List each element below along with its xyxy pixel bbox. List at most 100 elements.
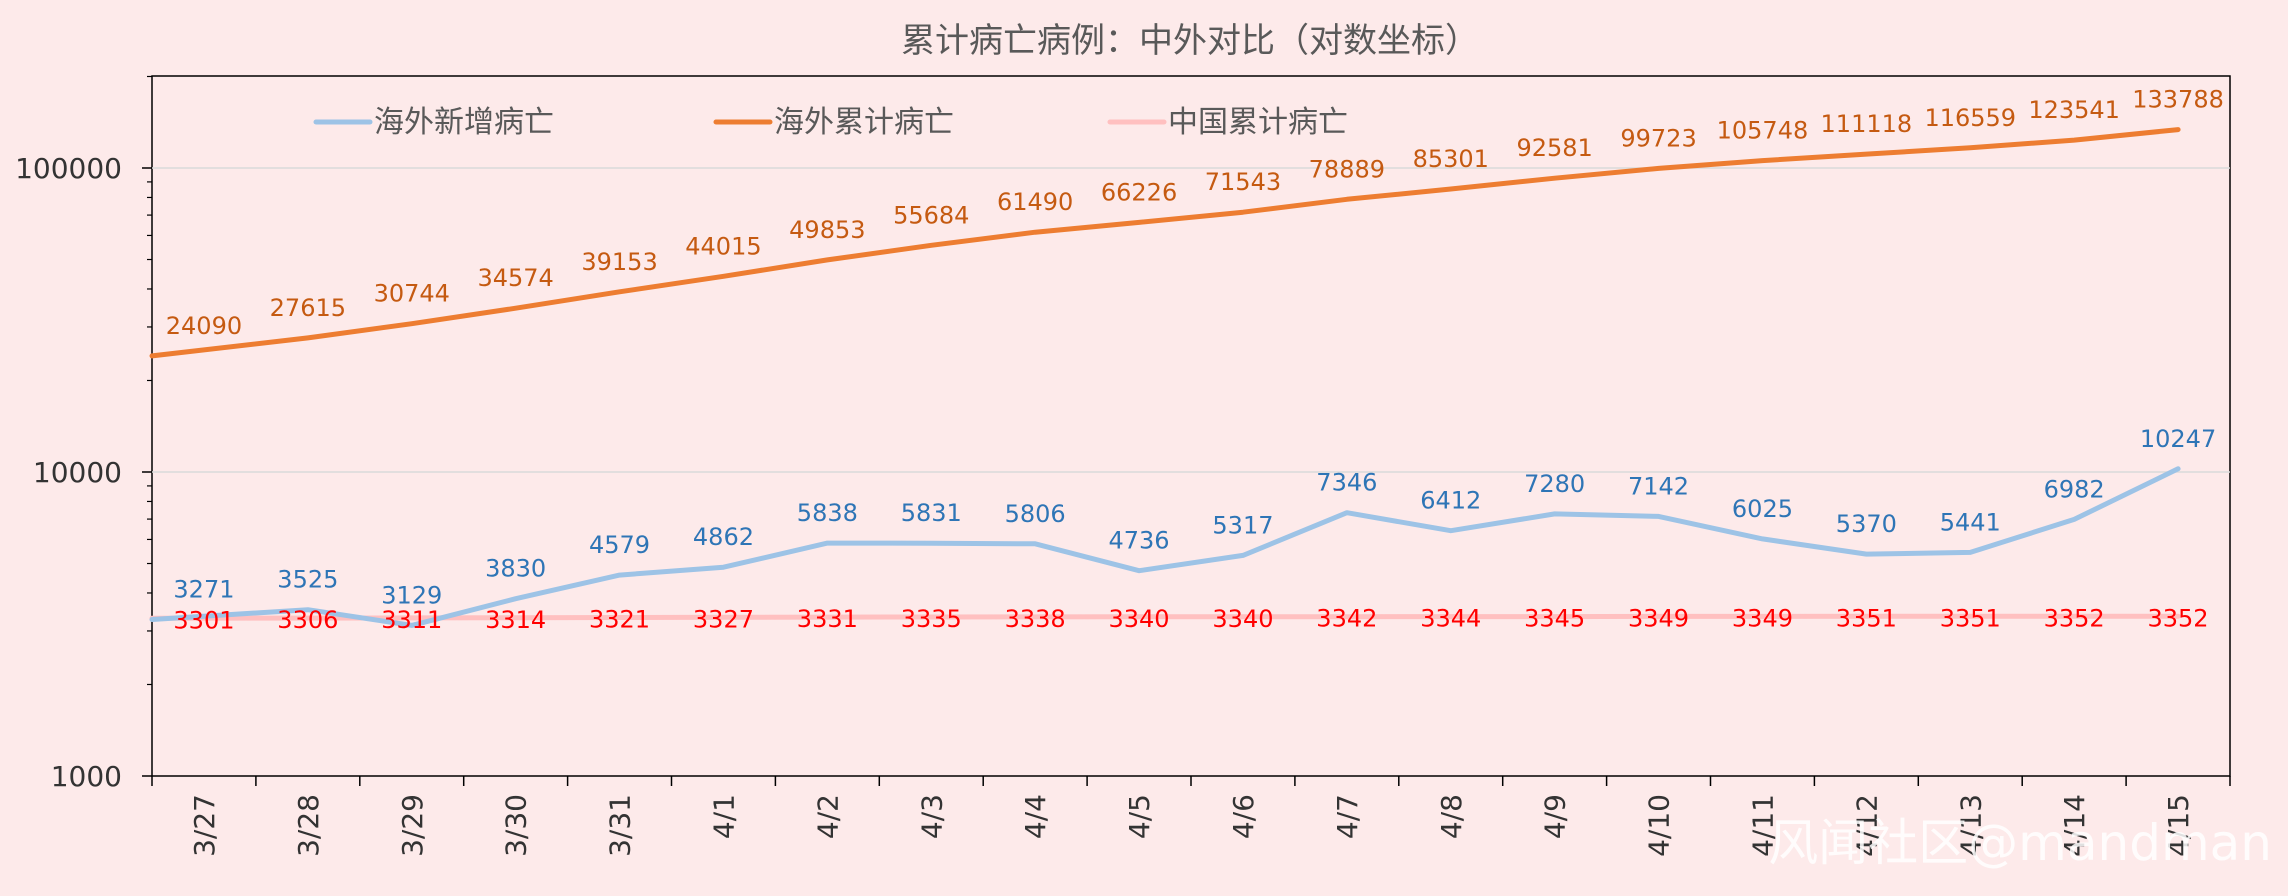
data-label: 99723: [1620, 124, 1696, 152]
data-label: 6025: [1732, 495, 1793, 523]
data-label: 30744: [374, 280, 450, 308]
data-label: 3340: [1212, 605, 1273, 633]
data-label: 7280: [1524, 470, 1585, 498]
y-tick-label: 100000: [15, 152, 122, 185]
data-label: 6412: [1420, 487, 1481, 515]
data-label: 3271: [173, 576, 234, 604]
data-label: 3352: [2044, 604, 2105, 632]
data-label: 116559: [1924, 104, 2016, 132]
data-label: 3331: [797, 605, 858, 633]
x-tick-label: 4/3: [915, 794, 948, 839]
x-tick-label: 3/31: [604, 794, 637, 857]
x-tick-label: 4/1: [707, 794, 740, 839]
x-tick-label: 3/30: [500, 794, 533, 857]
data-label: 27615: [270, 294, 346, 322]
x-tick-label: 4/10: [1643, 794, 1676, 857]
data-label: 4579: [589, 531, 650, 559]
data-label: 133788: [2132, 86, 2224, 114]
x-tick-label: 4/14: [2058, 794, 2091, 857]
data-label: 61490: [997, 188, 1073, 216]
x-tick-label: 4/8: [1435, 794, 1468, 839]
x-tick-label: 4/6: [1227, 794, 1260, 839]
data-label: 6982: [2044, 475, 2105, 503]
data-label: 3349: [1628, 604, 1689, 632]
chart-title: 累计病亡病例：中外对比（对数坐标）: [901, 21, 1479, 61]
x-tick-label: 4/2: [811, 794, 844, 839]
data-label: 34574: [477, 264, 553, 292]
data-label: 39153: [581, 248, 657, 276]
x-tick-label: 4/4: [1019, 794, 1052, 839]
data-label: 5370: [1836, 510, 1897, 538]
data-label: 7346: [1316, 469, 1377, 497]
y-tick-label: 1000: [51, 760, 122, 793]
data-label: 3335: [901, 605, 962, 633]
data-label: 49853: [789, 216, 865, 244]
series-lines: [149, 127, 2181, 628]
data-label: 4736: [1109, 527, 1170, 555]
data-label: 105748: [1717, 117, 1809, 145]
data-label: 4862: [693, 523, 754, 551]
x-tick-label: 4/13: [1954, 794, 1987, 857]
data-label: 5831: [901, 499, 962, 527]
data-label: 55684: [893, 201, 969, 229]
data-labels: 3271 3525 3129 3830 4579 4862 5838 5831 5806 4736…: [166, 86, 2224, 635]
x-tick-label: 4/15: [2162, 794, 2195, 857]
data-label: 123541: [2028, 96, 2120, 124]
x-axis: 3/27 3/28 3/29 3/30 3/31 4/1 4/2 4/3 4/4 4/5 4/6 4/…: [151, 776, 2231, 857]
data-label: 3345: [1524, 605, 1585, 633]
x-tick-label: 4/9: [1539, 794, 1572, 839]
x-tick-label: 4/12: [1850, 794, 1883, 857]
data-label: 3338: [1005, 605, 1066, 633]
data-label: 3352: [2148, 604, 2209, 632]
data-label: 3321: [589, 606, 650, 634]
data-label: 5838: [797, 499, 858, 527]
y-tick-label: 10000: [33, 456, 122, 489]
data-label: 111118: [1821, 110, 1913, 138]
data-label: 3311: [381, 606, 442, 634]
data-label: 3340: [1109, 605, 1170, 633]
x-tick-label: 3/27: [188, 794, 221, 857]
data-label: 3301: [173, 606, 234, 634]
watermark: 风闻社区@mandman: [1768, 814, 2272, 872]
data-label: 3830: [485, 555, 546, 583]
legend-label: 中国累计病亡: [1168, 105, 1348, 140]
data-label: 78889: [1309, 155, 1385, 183]
data-label: 3342: [1316, 605, 1377, 633]
data-label: 3351: [1940, 604, 2001, 632]
data-label: 44015: [685, 232, 761, 260]
data-label: 24090: [166, 312, 242, 340]
data-label: 5441: [1940, 508, 2001, 536]
data-label: 66226: [1101, 178, 1177, 206]
data-label: 7142: [1628, 472, 1689, 500]
data-label: 5317: [1212, 511, 1273, 539]
x-tick-label: 4/11: [1746, 794, 1779, 857]
legend: 海外新增病亡 海外累计病亡 中国累计病亡: [313, 105, 1348, 140]
data-label: 5806: [1005, 500, 1066, 528]
x-tick-label: 3/28: [292, 794, 325, 857]
data-label: 92581: [1516, 134, 1592, 162]
series-line-0: [149, 466, 2181, 628]
series-line-1: [149, 127, 2181, 359]
data-label: 3306: [277, 606, 338, 634]
x-tick-label: 3/29: [396, 794, 429, 857]
data-label: 3351: [1836, 604, 1897, 632]
x-tick-label: 4/7: [1331, 794, 1364, 839]
data-label: 3525: [277, 566, 338, 594]
data-label: 3349: [1732, 604, 1793, 632]
legend-label: 海外累计病亡: [774, 105, 954, 140]
plot-area: [151, 75, 2231, 777]
gridlines: [152, 167, 2230, 473]
series-line-2: [149, 613, 2181, 621]
data-label: 10247: [2140, 425, 2216, 453]
data-label: 3344: [1420, 605, 1481, 633]
data-label: 3327: [693, 605, 754, 633]
data-label: 85301: [1413, 145, 1489, 173]
legend-label: 海外新增病亡: [374, 105, 554, 140]
y-axis: 1000 10000 100000: [15, 75, 152, 793]
data-label: 3129: [381, 581, 442, 609]
x-tick-label: 4/5: [1123, 794, 1156, 839]
data-label: 71543: [1205, 168, 1281, 196]
data-label: 3314: [485, 606, 546, 634]
